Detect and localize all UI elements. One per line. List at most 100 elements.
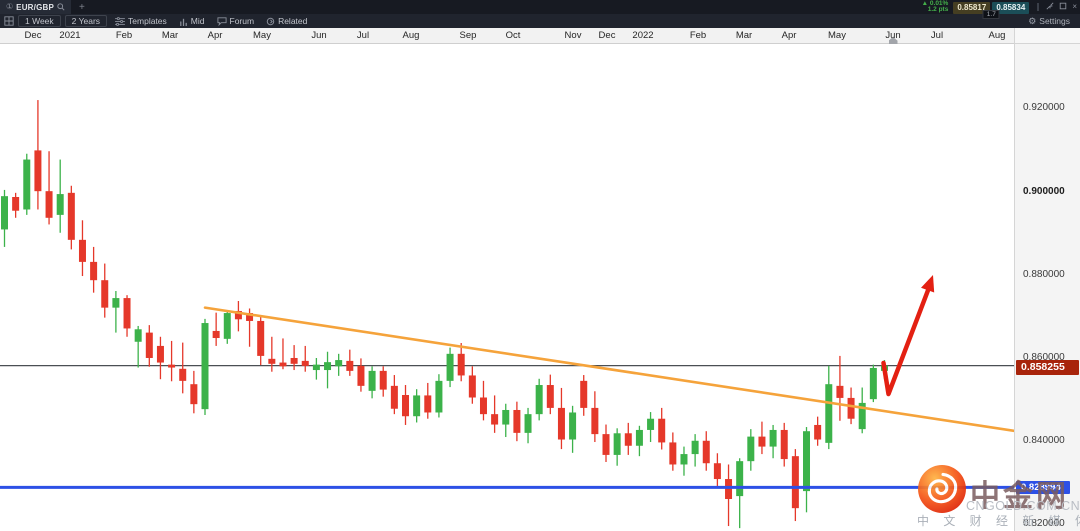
candle-body (680, 454, 688, 465)
price-axis[interactable]: 0.858255 0.828994 0.920000 0.900000 0.8800… (1014, 44, 1080, 531)
candle-body (134, 329, 142, 342)
templates-button[interactable]: Templates (111, 16, 171, 26)
time-axis-label: Mar (161, 30, 179, 41)
axis-corner (1014, 28, 1080, 44)
price-change-block: ▲ 0.01% 1.2 pts (921, 0, 949, 13)
candle-body (56, 194, 64, 215)
forum-label: Forum (229, 16, 255, 26)
time-axis-label: Aug (402, 30, 420, 41)
candle-body (647, 418, 655, 430)
speech-bubble-icon (216, 16, 227, 26)
last-price-label: 0.858255 (1016, 359, 1079, 375)
candle-body (223, 313, 231, 339)
time-axis-label: Sep (459, 30, 477, 41)
candle-body (658, 418, 666, 443)
current-week-marker (888, 37, 898, 45)
popout-window-icon[interactable] (1059, 2, 1067, 12)
time-axis-label: Apr (781, 30, 797, 41)
candle-body (78, 239, 86, 262)
candle-body (535, 385, 543, 415)
time-axis-label: May (253, 30, 271, 41)
panel-divider (1037, 3, 1040, 11)
ask-price-button[interactable]: 0.85834 (992, 1, 1030, 14)
symbol-tab[interactable]: ① EUR/GBP (0, 0, 72, 14)
breakout-arrow-shaft (881, 286, 931, 397)
candle-body (702, 440, 710, 464)
tab-number-icon: ① (6, 2, 14, 11)
symbol-label: EUR/GBP (16, 2, 55, 12)
time-axis-label: Feb (115, 30, 133, 41)
range-button[interactable]: 2 Years (64, 15, 108, 27)
candle-body (713, 463, 721, 480)
candle-body (12, 196, 20, 211)
candle-body (201, 323, 209, 410)
candle-body (836, 385, 844, 398)
candle-body (67, 192, 75, 240)
add-tab-button[interactable]: + (79, 1, 85, 13)
candle-body (825, 384, 833, 443)
spread-badge: 1.7 (982, 9, 1000, 19)
candle-body (179, 368, 187, 381)
candle-body (368, 370, 376, 391)
settings-button[interactable]: ⚙ Settings (1028, 16, 1076, 26)
candle-body (90, 261, 98, 281)
candle-body (758, 436, 766, 447)
bid-price-button[interactable]: 0.85817 (953, 1, 991, 14)
candle-body (402, 395, 410, 417)
candle-body (190, 384, 198, 405)
expand-icon[interactable] (1046, 2, 1054, 12)
candle-body (769, 429, 777, 447)
chart-canvas[interactable] (0, 44, 1014, 531)
candle-body (736, 461, 744, 497)
search-icon[interactable] (57, 3, 65, 11)
candle-body (858, 402, 866, 430)
candle-body (301, 360, 309, 366)
candle-body (546, 385, 554, 408)
layout-grid-icon[interactable] (4, 16, 14, 26)
candle-body (268, 358, 276, 364)
candle-body (312, 364, 320, 371)
time-axis-label: Jun (885, 30, 901, 41)
mid-label: Mid (190, 16, 205, 26)
gear-icon: ⚙ (1028, 15, 1037, 26)
candle-body (212, 330, 220, 339)
candle-body (869, 367, 877, 400)
time-axis-label: 2021 (59, 30, 81, 41)
trendline (203, 306, 1014, 433)
candle-body (491, 414, 499, 425)
related-circle-icon (266, 17, 275, 26)
time-axis[interactable]: Dec 2021 Feb Mar Apr May Jun Jul Aug Sep Oct Nov Dec… (0, 28, 1014, 45)
time-axis-label: Dec (24, 30, 42, 41)
candle-body (468, 375, 476, 398)
time-axis-label: Aug (988, 30, 1006, 41)
timeframe-button[interactable]: 1 Week (18, 15, 61, 27)
header-tabs-bar: ① EUR/GBP + ▲ 0.01% 1.2 pts 0.85817 0.85… (0, 0, 1080, 19)
close-icon[interactable]: × (1072, 2, 1077, 11)
candle-body (814, 424, 822, 440)
candle-body (580, 380, 588, 408)
candle-body (335, 360, 343, 367)
candle-body (847, 397, 855, 419)
change-percent: ▲ 0.01% (921, 0, 949, 7)
candle-body (803, 431, 811, 492)
candle-body (624, 433, 632, 446)
candle-body (557, 407, 565, 440)
candle-body (123, 298, 131, 329)
support-price-label: 0.828994 (1016, 481, 1070, 495)
mid-price-button[interactable]: Mid (175, 16, 209, 26)
candle-body (435, 380, 443, 413)
price-tick-label: 0.820000 (1023, 518, 1065, 530)
related-button[interactable]: Related (262, 16, 311, 26)
time-axis-label: Jul (356, 30, 370, 41)
change-points: 1.2 pts (927, 6, 949, 13)
candle-body (324, 362, 332, 371)
time-axis-label: Nov (564, 30, 582, 41)
time-axis-label: Dec (598, 30, 616, 41)
price-tick-label: 0.860000 (1023, 351, 1065, 363)
price-tick-label: 0.880000 (1023, 268, 1065, 280)
time-axis-label: Apr (207, 30, 223, 41)
related-label: Related (278, 16, 308, 26)
forum-button[interactable]: Forum (213, 16, 259, 26)
candle-body (591, 407, 599, 435)
